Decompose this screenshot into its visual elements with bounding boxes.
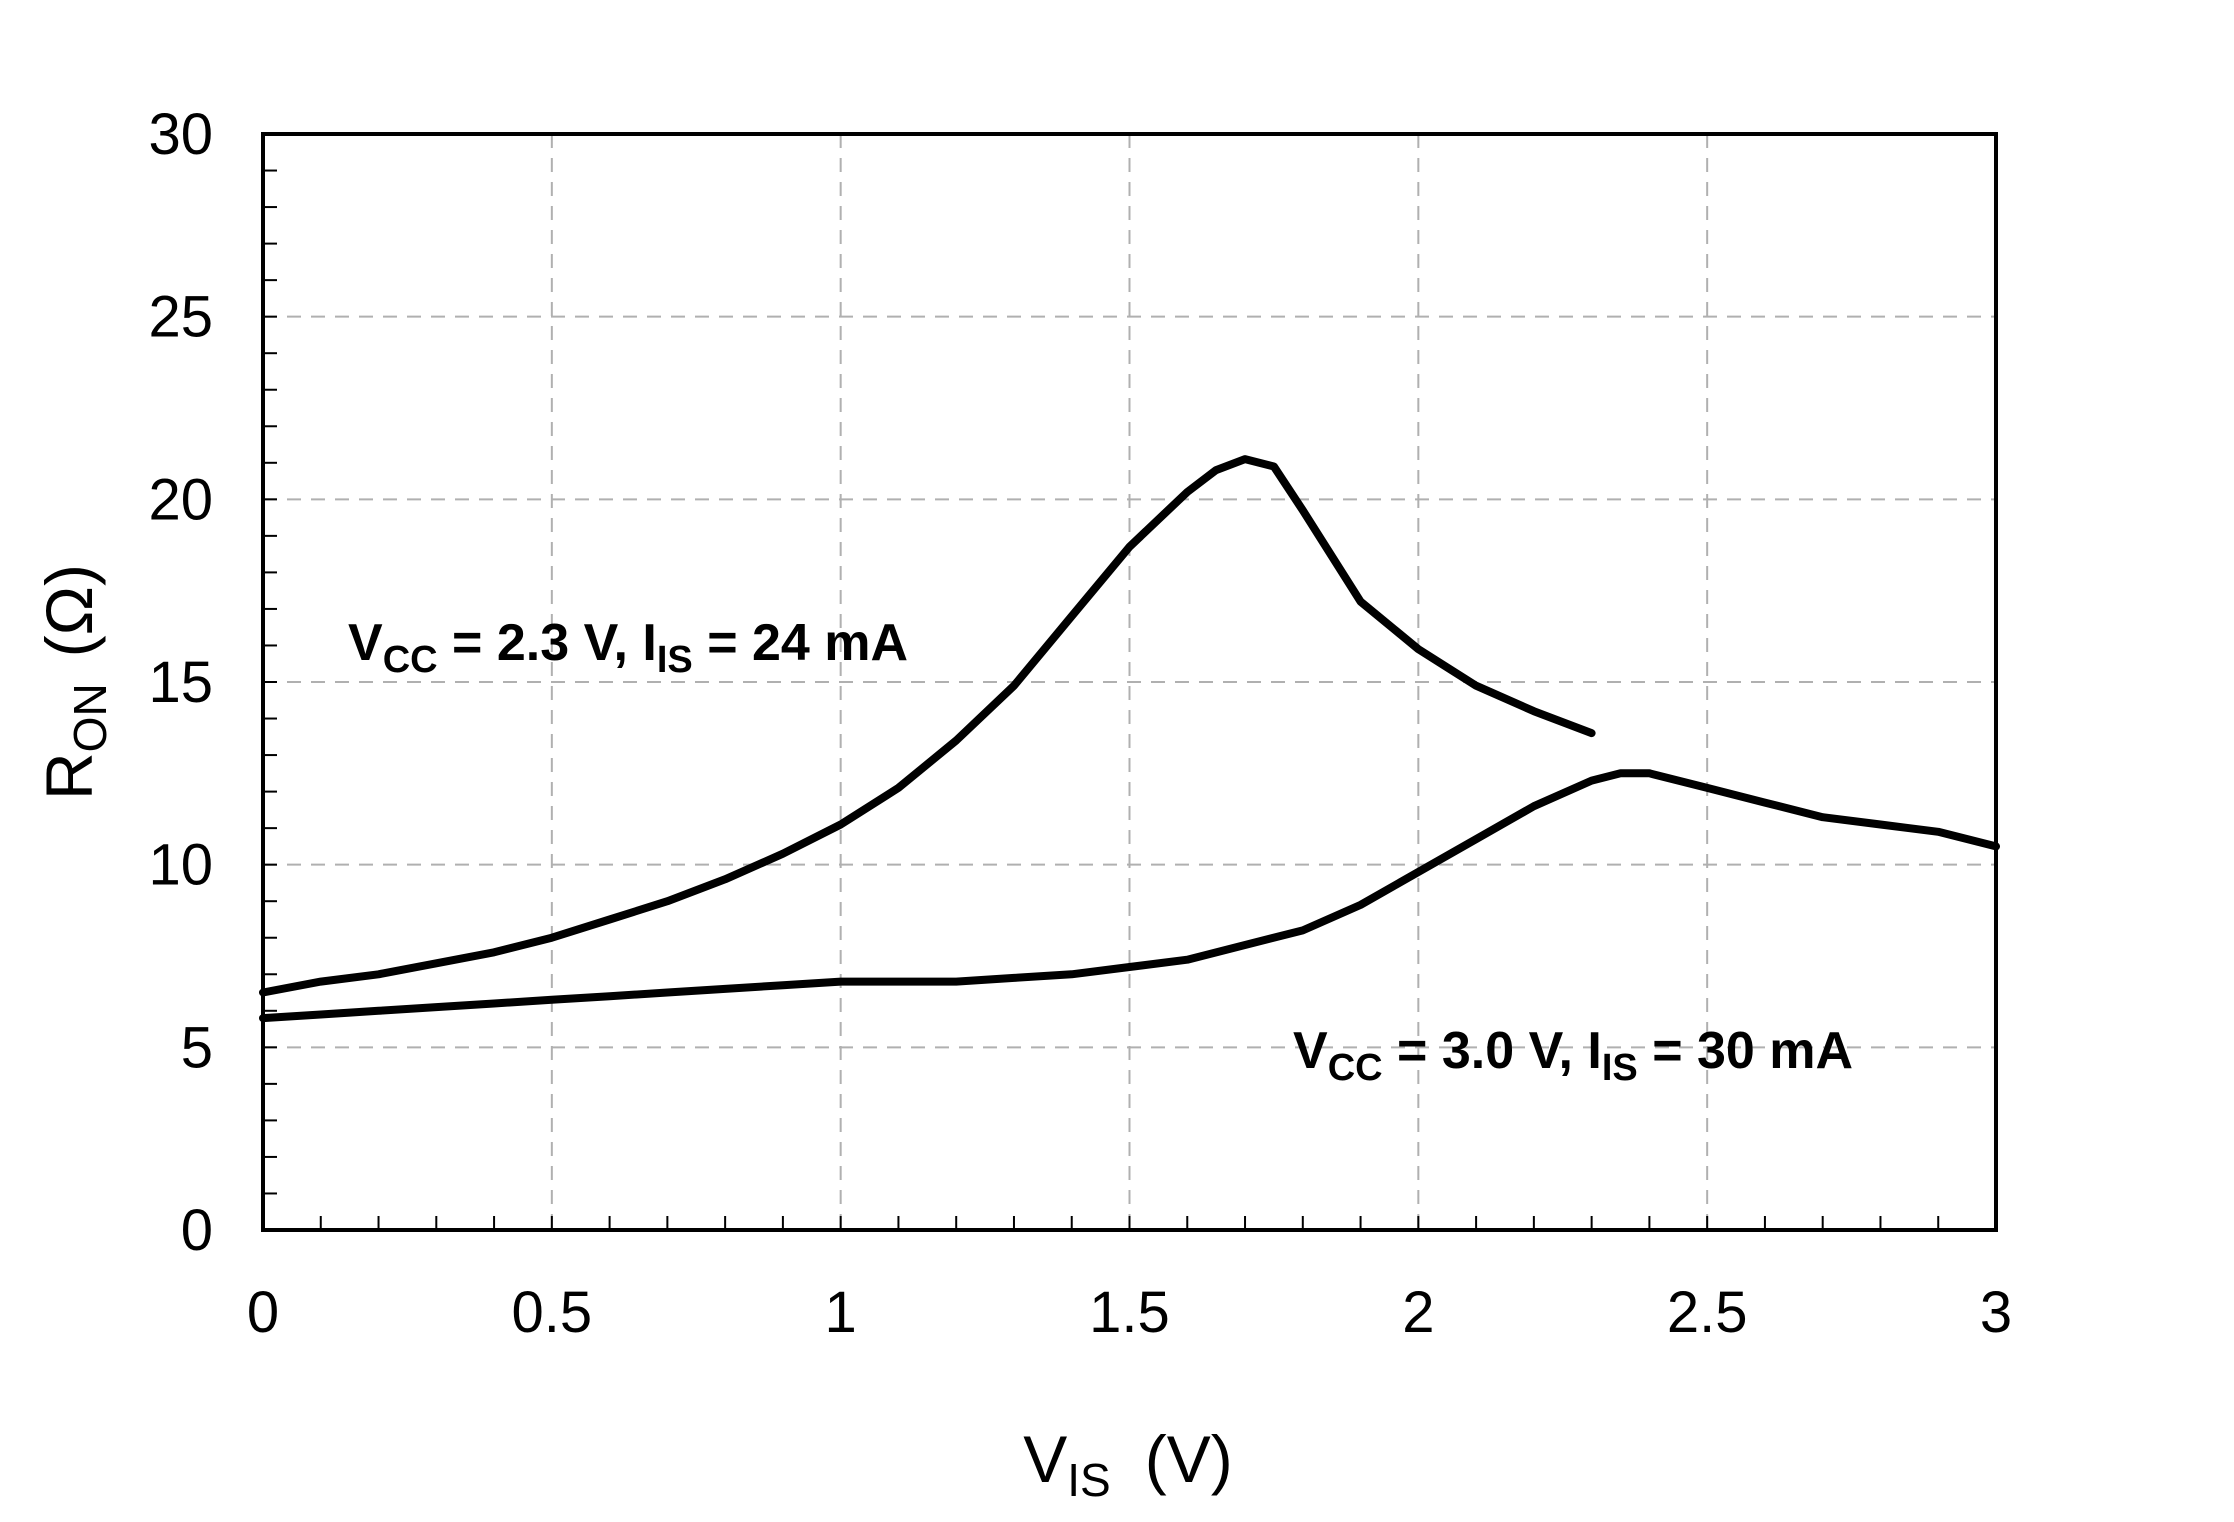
x-axis-title: VIS (V) xyxy=(1023,1422,1232,1506)
x-tick-labels: 0 0.5 1 1.5 2 2.5 3 xyxy=(247,1280,2012,1345)
x-tick-label: 2 xyxy=(1402,1280,1434,1345)
grid-lines xyxy=(263,134,1996,1230)
x-tick-label: 0.5 xyxy=(512,1280,593,1345)
x-tick-label: 1 xyxy=(825,1280,857,1345)
x-tick-label: 0 xyxy=(247,1280,279,1345)
x-tick-label: 2.5 xyxy=(1667,1280,1748,1345)
series-line-2 xyxy=(259,769,2000,1023)
y-axis-title: RON(Ω) xyxy=(32,564,116,800)
series-line-1 xyxy=(259,455,1596,997)
x-tick-label: 3 xyxy=(1980,1280,2012,1345)
y-tick-label: 15 xyxy=(148,650,213,715)
y-tick-label: 0 xyxy=(181,1198,213,1263)
y-tick-label: 10 xyxy=(148,833,213,898)
y-tick-labels: 0 5 10 15 20 25 30 xyxy=(148,102,213,1263)
y-tick-label: 20 xyxy=(148,467,213,532)
y-tick-label: 25 xyxy=(148,285,213,350)
y-tick-label: 5 xyxy=(181,1015,213,1080)
y-tick-label: 30 xyxy=(148,102,213,167)
x-tick-label: 1.5 xyxy=(1089,1280,1170,1345)
plot-frame xyxy=(261,132,1998,1232)
series-2-annotation: VCC = 3.0 V, IIS = 30 mA xyxy=(1293,1022,1853,1089)
series-1-annotation: VCC = 2.3 V, IIS = 24 mA xyxy=(348,614,908,681)
series-lines xyxy=(259,455,2000,1023)
